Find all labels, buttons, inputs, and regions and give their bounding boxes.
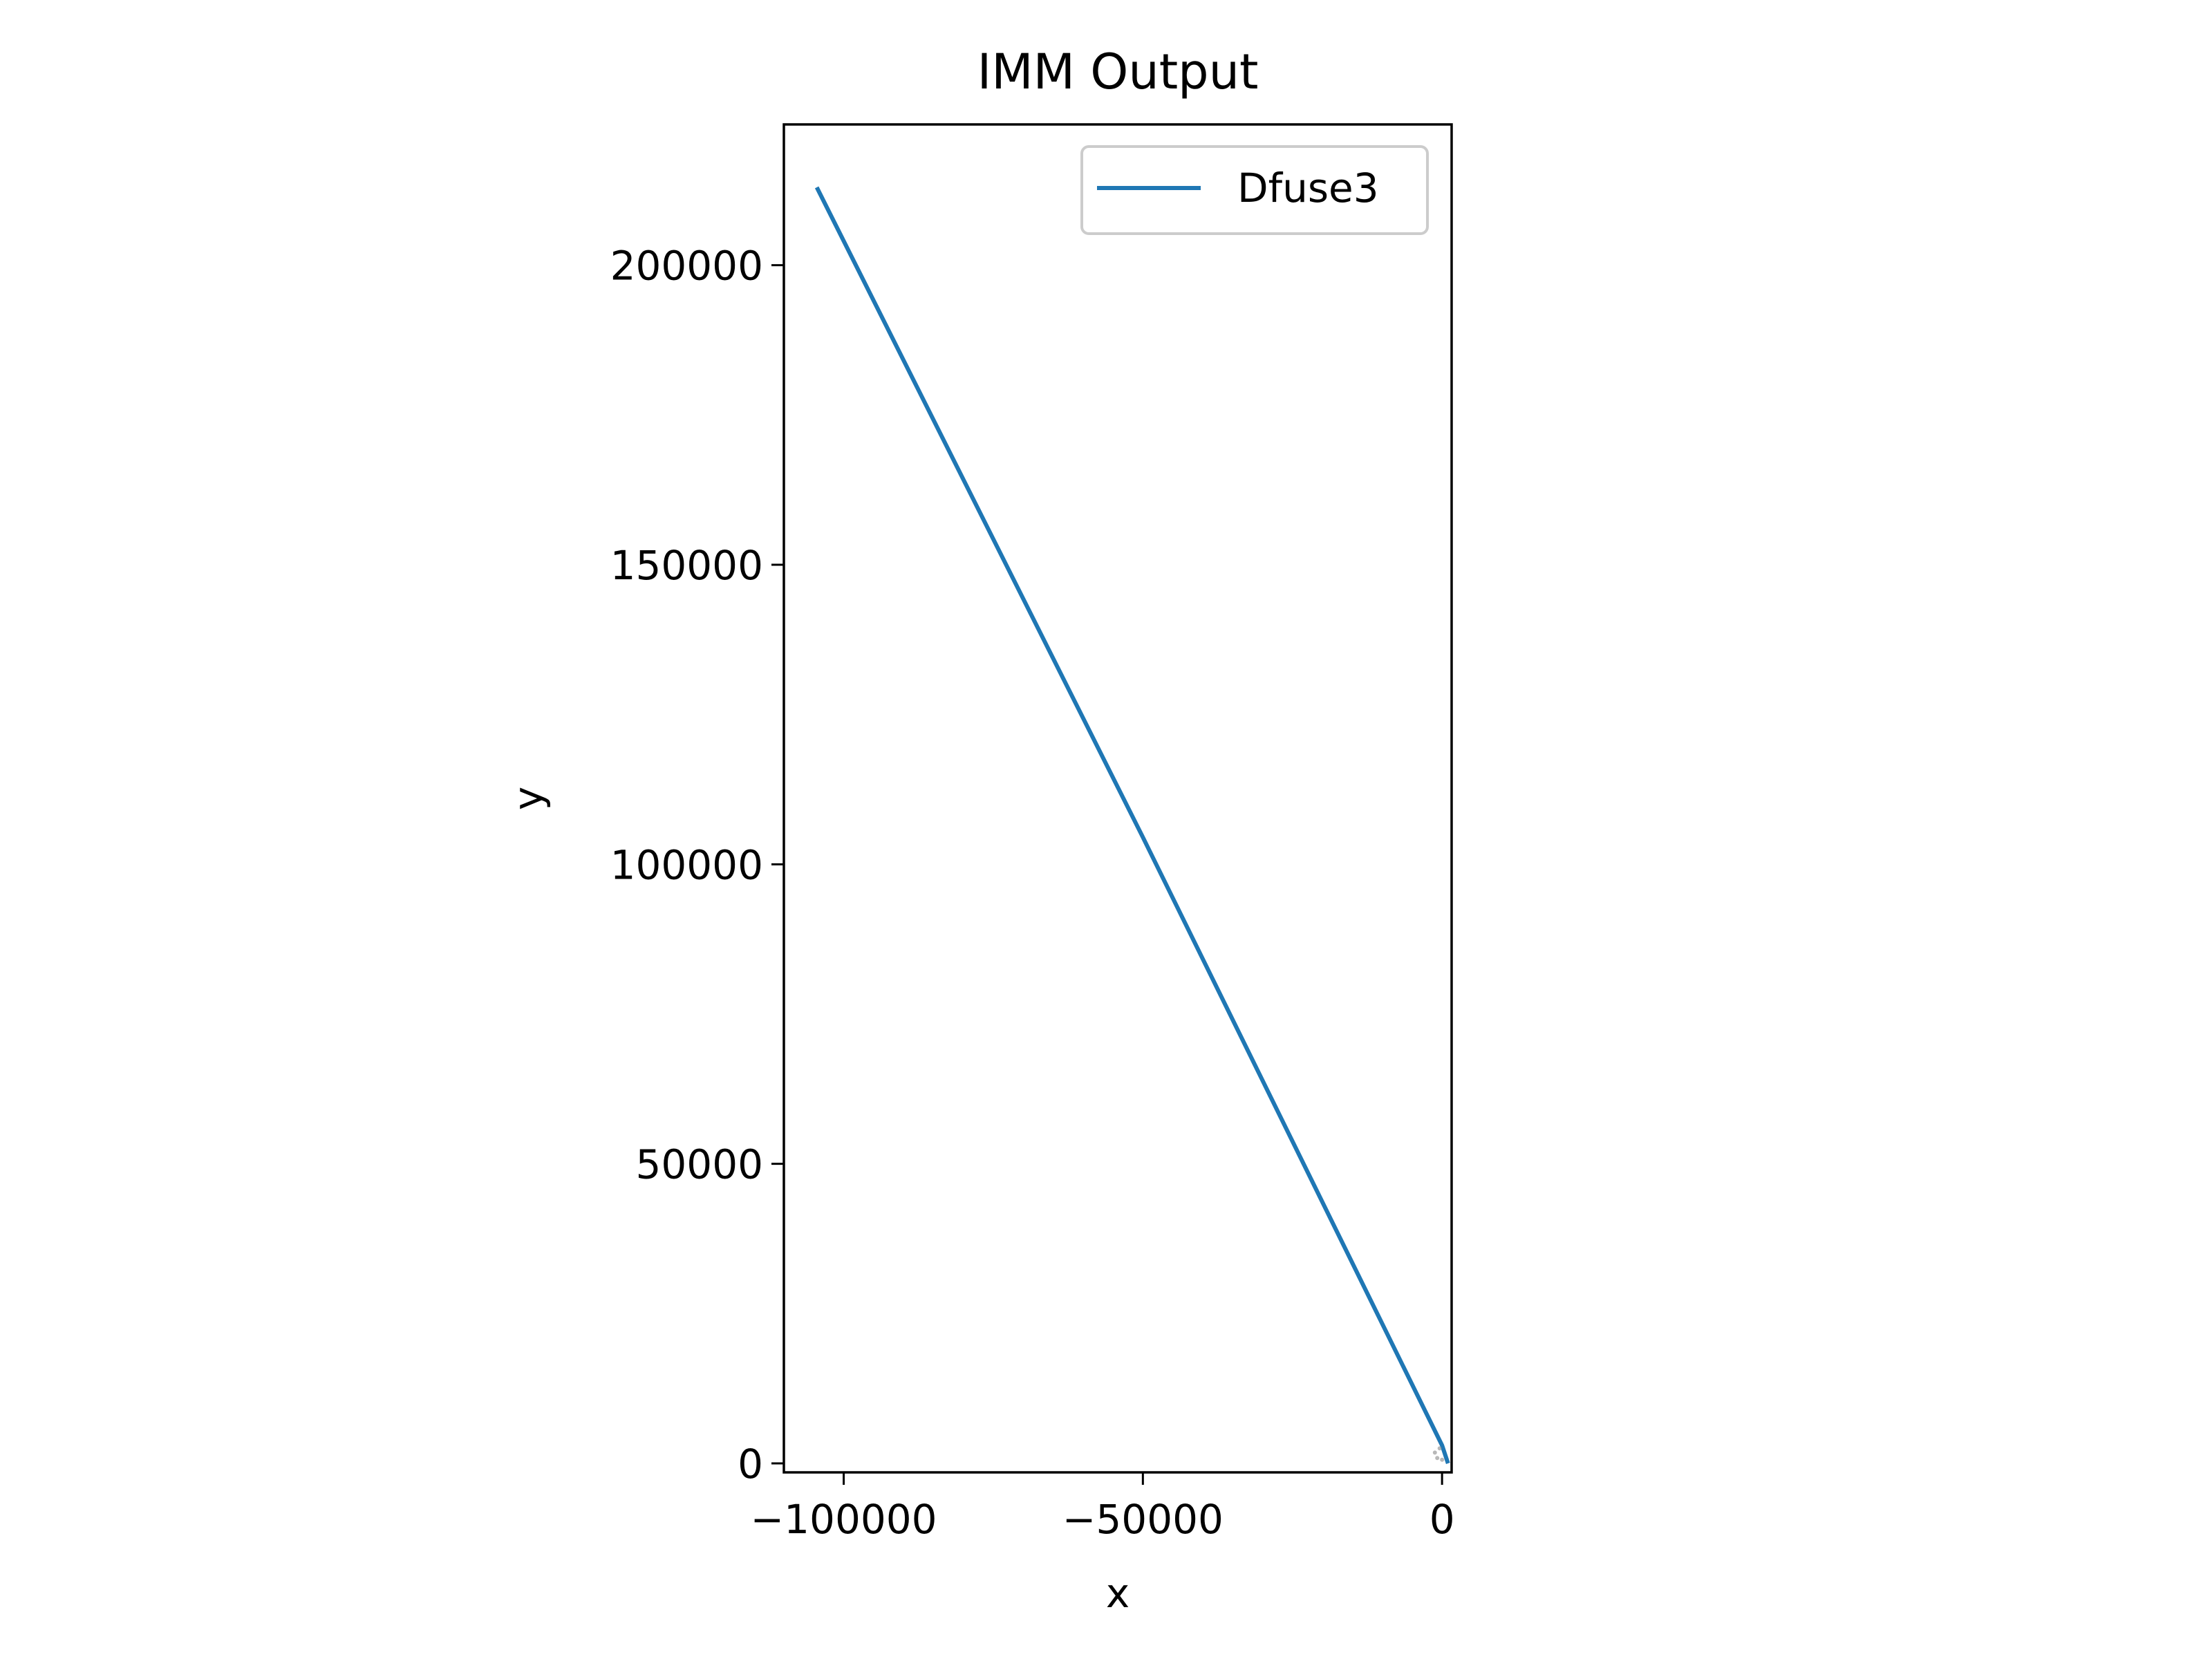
chart-title: IMM Output	[977, 44, 1259, 100]
data-point	[1437, 1446, 1442, 1451]
legend-label: Dfuse3	[1237, 165, 1379, 212]
y-tick-label: 50000	[635, 1141, 763, 1188]
y-tick-label: 0	[738, 1441, 763, 1488]
x-axis-label: x	[1106, 1570, 1130, 1617]
legend: Dfuse3	[1080, 145, 1429, 235]
x-tick-label: −100000	[751, 1496, 937, 1543]
y-axis-label: y	[505, 787, 552, 810]
marker-layer	[1432, 1446, 1445, 1462]
plot-area	[782, 123, 1453, 1474]
x-axis-ticks: −100000 −50000 0	[751, 1472, 1455, 1543]
data-point	[1435, 1456, 1440, 1461]
data-point	[1432, 1450, 1437, 1455]
y-tick-label: 150000	[610, 542, 763, 589]
y-tick-label: 100000	[610, 841, 763, 888]
legend-box	[1080, 145, 1429, 235]
y-tick-label: 200000	[610, 243, 763, 290]
axes-frame	[782, 123, 1453, 1474]
x-tick-label: 0	[1430, 1496, 1455, 1543]
series-layer	[814, 186, 1450, 1464]
x-tick-label: −50000	[1062, 1496, 1224, 1543]
data-point	[1440, 1457, 1445, 1462]
y-axis-ticks: 0 50000 100000 150000 200000	[610, 243, 784, 1488]
series-line-0	[814, 186, 1450, 1464]
